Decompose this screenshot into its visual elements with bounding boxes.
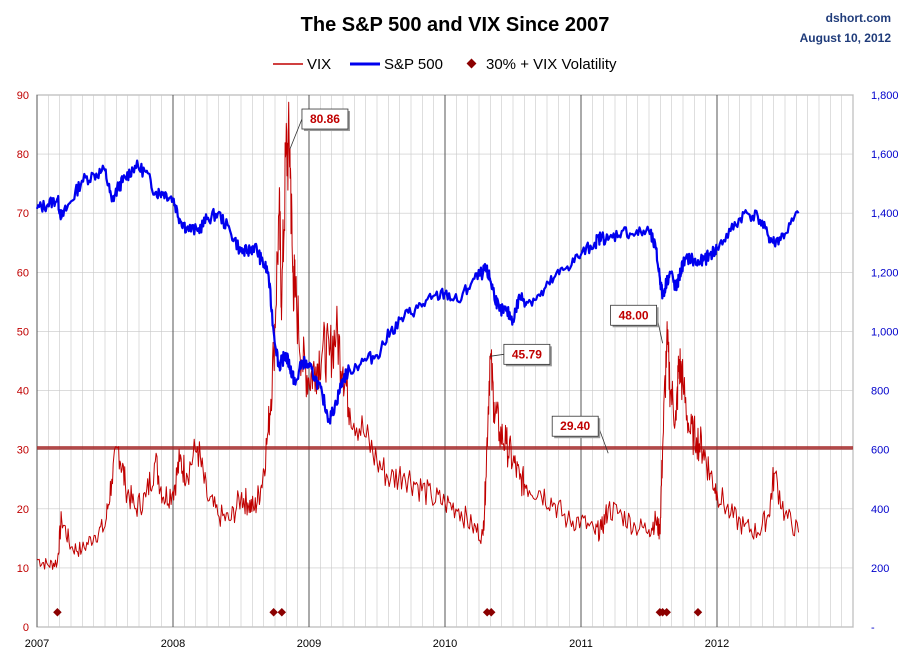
- left-tick-label: 90: [17, 90, 29, 102]
- left-axis-ticks: 0 10 20 30 40 50 60 70 80 90: [17, 90, 29, 634]
- sp500-series-line: [35, 159, 800, 425]
- annotation-label: 80.86: [310, 112, 340, 126]
- annotation-label: 48.00: [619, 308, 649, 322]
- volatility-markers: [53, 607, 703, 617]
- left-tick-label: 40: [17, 386, 29, 398]
- annotations: 80.86 45.79 29.40 48.00: [289, 108, 663, 454]
- legend-volatility-marker: [466, 58, 477, 69]
- right-tick-label: 1,600: [871, 149, 899, 161]
- left-tick-label: 60: [17, 267, 29, 279]
- vix-series-line: [36, 101, 800, 570]
- volatility-marker: [269, 607, 278, 617]
- chart-title: The S&P 500 and VIX Since 2007: [301, 14, 610, 36]
- right-tick-label: 600: [871, 445, 889, 457]
- x-tick-label: 2012: [705, 638, 729, 650]
- x-tick-label: 2009: [297, 638, 321, 650]
- right-tick-label: 1,000: [871, 326, 899, 338]
- left-tick-label: 0: [23, 622, 29, 634]
- legend-vix-label: VIX: [307, 56, 331, 73]
- left-tick-label: 10: [17, 563, 29, 575]
- source-label: dshort.com: [826, 11, 891, 25]
- x-tick-label: 2011: [569, 638, 593, 650]
- left-tick-label: 30: [17, 445, 29, 457]
- right-tick-label: 400: [871, 504, 889, 516]
- x-tick-label: 2008: [161, 638, 185, 650]
- right-tick-label: 1,400: [871, 208, 899, 220]
- annotation-box: [503, 343, 551, 365]
- right-tick-label: 200: [871, 563, 889, 575]
- annotation-label: 45.79: [512, 347, 542, 361]
- annotation-leader: [289, 118, 303, 150]
- volatility-marker: [486, 607, 496, 617]
- left-tick-label: 50: [17, 326, 29, 338]
- left-tick-label: 80: [17, 149, 29, 161]
- annotation-box: [301, 108, 349, 130]
- annotation-box: [610, 304, 657, 326]
- annotation-label: 29.40: [560, 419, 590, 433]
- left-tick-label: 20: [17, 504, 29, 516]
- right-axis-ticks: - 200 400 600 800 1,000 1,200 1,400 1,600 1,800: [871, 90, 899, 634]
- x-tick-label: 2010: [433, 638, 457, 650]
- volatility-marker: [662, 607, 671, 617]
- left-tick-label: 70: [17, 208, 29, 220]
- x-axis-ticks: 2007 2008 2009 2010 2011 2012: [25, 638, 729, 650]
- annotation-box: [551, 415, 599, 437]
- right-tick-label: 1,200: [871, 267, 899, 279]
- legend-sp500-label: S&P 500: [384, 56, 443, 73]
- legend-volatility-label: 30% + VIX Volatility: [486, 56, 617, 73]
- right-tick-label: -: [871, 622, 875, 634]
- legend: VIX S&P 500 30% + VIX Volatility: [273, 56, 617, 73]
- right-tick-label: 800: [871, 386, 889, 398]
- volatility-marker: [277, 607, 287, 617]
- volatility-marker: [693, 607, 703, 617]
- year-gridlines: [36, 95, 718, 627]
- annotation-leader: [489, 353, 504, 357]
- date-label: August 10, 2012: [800, 31, 892, 45]
- x-tick-label: 2007: [25, 638, 49, 650]
- right-tick-label: 1,800: [871, 90, 899, 102]
